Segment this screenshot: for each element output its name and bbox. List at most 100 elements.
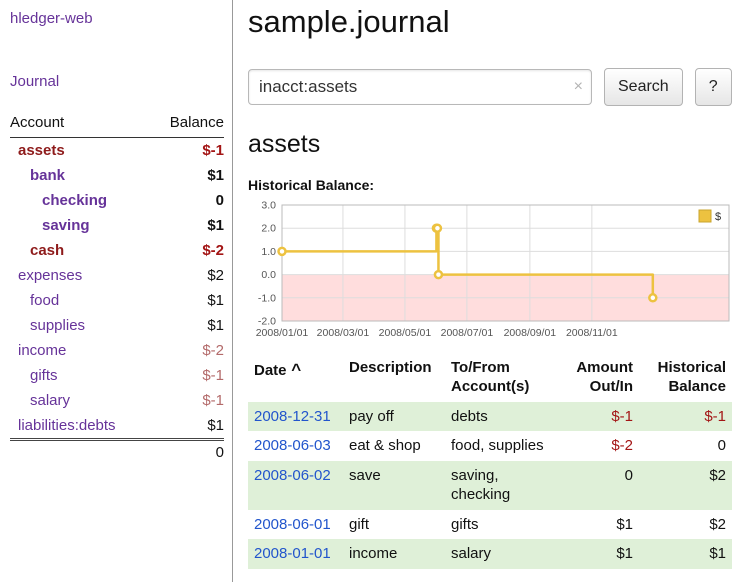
svg-text:$: $ [715,211,721,223]
sort-asc-icon: ^ [286,360,302,379]
account-balance: $-1 [202,392,224,409]
account-balance: $2 [207,267,224,284]
account-row: salary $-1 [10,388,224,413]
register-header-date[interactable]: Date ^ [254,360,302,379]
register-header-to-from: To/From Account(s) [451,359,530,395]
balance-cell: $1 [709,545,726,562]
account-link-salary[interactable]: salary [30,392,71,409]
account-row: cash $-2 [10,238,224,263]
svg-text:-2.0: -2.0 [258,316,276,328]
search-bar: × Search ? [248,68,736,106]
balance-cell: $-1 [704,407,726,425]
account-row: assets $-1 [10,138,224,164]
account-link-checking[interactable]: checking [42,192,108,209]
account-link-saving[interactable]: saving [42,217,90,234]
svg-text:2008/09/01: 2008/09/01 [504,327,557,339]
amount-cell: $-1 [611,407,633,425]
accounts-cell: food, supplies [451,437,544,454]
description-cell: pay off [349,407,394,425]
accounts-total: 0 [151,438,224,464]
accounts-header-row: Account Balance [10,110,224,138]
accounts-cell: debts [451,407,488,425]
account-balance: $-1 [202,142,224,159]
amount-cell: $-2 [611,437,633,454]
date-cell: 2008-06-01 [248,510,343,540]
account-balance: 0 [215,192,224,209]
account-link-food[interactable]: food [30,292,60,309]
account-row: checking 0 [10,188,224,213]
account-row: food $1 [10,288,224,313]
description-cell: gift [349,515,370,533]
account-balance: $1 [207,317,224,334]
account-link-liabilities-debts[interactable]: liabilities:debts [18,417,116,434]
account-row: liabilities:debts $1 [10,413,224,440]
account-row: gifts $-1 [10,363,224,388]
register-header-row: Date ^ Description To/From Account(s) Amount… [248,357,732,402]
sidebar: hledger-web Journal Account Balance asse… [0,0,233,582]
svg-text:-1.0: -1.0 [258,292,276,304]
svg-text:0.0: 0.0 [261,269,276,281]
account-balance: $1 [207,292,224,309]
accounts-header-balance: Balance [151,110,224,138]
account-balance: $-2 [202,342,224,359]
register-header-amount: Amount Out/In [576,359,633,395]
svg-text:2008/01/01: 2008/01/01 [256,327,309,339]
account-balance: $1 [207,217,224,234]
date-link[interactable]: 2008-01-01 [254,545,331,562]
description-cell: eat & shop [349,437,421,454]
search-input[interactable] [248,69,592,105]
search-box: × [248,69,592,105]
register-row: 2008-01-01 income salary $1 $1 [248,539,732,569]
account-link-cash[interactable]: cash [30,242,65,259]
historical-balance-chart: 3.0 2.0 1.0 0.0 -1.0 -2.0 2008/01/01 2008/03/01… [248,197,736,349]
account-row: expenses $2 [10,263,224,288]
account-link-bank[interactable]: bank [30,167,66,184]
account-link-expenses[interactable]: expenses [18,267,83,284]
balance-cell: 0 [717,437,726,454]
accounts-cell: gifts [451,515,479,533]
accounts-header-account: Account [10,110,152,138]
svg-text:3.0: 3.0 [261,200,276,212]
account-balance: $1 [207,167,224,184]
svg-text:2008/03/01: 2008/03/01 [317,327,370,339]
page-title: sample.journal [248,4,450,39]
svg-text:1.0: 1.0 [261,246,276,258]
svg-text:2008/05/01: 2008/05/01 [379,327,432,339]
amount-cell: 0 [624,466,633,484]
accounts-total-spacer [10,438,152,464]
register-table: Date ^ Description To/From Account(s) Amount… [248,357,732,569]
account-balance: $1 [207,417,224,434]
register-header-historical: Historical Balance [657,359,726,395]
date-link[interactable]: 2008-06-03 [254,437,331,454]
account-link-gifts[interactable]: gifts [30,367,58,384]
journal-link[interactable]: Journal [10,73,60,90]
account-link-income[interactable]: income [18,342,67,359]
app-title-link[interactable]: hledger-web [10,10,93,27]
accounts-cell: salary [451,545,492,562]
search-button[interactable]: Search [604,68,683,106]
register-header-description: Description [349,359,432,376]
svg-text:2008/07/01: 2008/07/01 [441,327,494,339]
account-row: income $-2 [10,338,224,363]
date-link[interactable]: 2008-06-01 [254,515,331,533]
account-link-assets[interactable]: assets [18,142,65,159]
description-cell: income [349,545,398,562]
account-balance: $-2 [202,242,224,259]
account-row: saving $1 [10,213,224,238]
account-link-supplies[interactable]: supplies [30,317,86,334]
date-cell: 2008-06-03 [248,431,343,461]
svg-text:2.0: 2.0 [261,223,276,235]
clear-search-icon[interactable]: × [573,78,583,95]
account-row: supplies $1 [10,313,224,338]
date-cell: 2008-12-31 [248,402,343,432]
svg-text:2008/11/01: 2008/11/01 [566,327,618,339]
account-row: bank $1 [10,163,224,188]
register-row: 2008-06-01 gift gifts $1 $2 [248,510,732,540]
date-link[interactable]: 2008-12-31 [254,407,331,425]
help-button[interactable]: ? [694,68,732,106]
date-link[interactable]: 2008-06-02 [254,466,331,484]
register-row: 2008-06-02 save saving, checking 0 $2 [248,460,732,510]
accounts-table: Account Balance assets $-1 bank $1 checking 0… [10,110,224,464]
